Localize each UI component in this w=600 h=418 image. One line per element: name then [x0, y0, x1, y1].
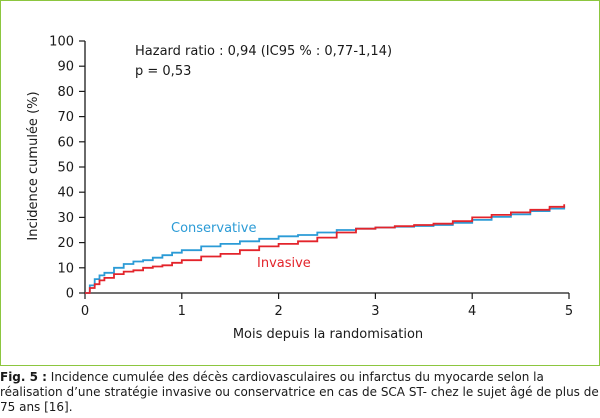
y-tick-label: 100: [49, 35, 74, 50]
ticks: 0 10 20 30 40 50 60 70 80 90 100 0 1 2 3 4 5: [49, 35, 573, 320]
series-line-invasive: [85, 204, 566, 294]
series-label-invasive: Invasive: [257, 256, 311, 271]
y-axis-label: Incidence cumulée (%): [26, 91, 41, 240]
hazard-ratio-annotation: Hazard ratio : 0,94 (IC95 % : 0,77-1,14): [135, 44, 392, 59]
caption-text: Incidence cumulée des décès cardiovascul…: [0, 370, 599, 414]
y-tick-label: 50: [57, 161, 74, 176]
series-lines: [85, 204, 566, 294]
y-tick-label: 40: [57, 186, 74, 201]
y-tick-label: 30: [57, 211, 74, 226]
x-tick-label: 2: [274, 304, 282, 319]
x-axis-label: Mois depuis la randomisation: [233, 327, 423, 342]
y-tick-label: 90: [57, 60, 74, 75]
x-tick-label: 4: [468, 304, 476, 319]
p-value-annotation: p = 0,53: [135, 64, 191, 79]
y-tick-label: 70: [57, 110, 74, 125]
figure-panel: 0 10 20 30 40 50 60 70 80 90 100 0 1 2 3 4 5 Incidence c…: [0, 0, 600, 366]
kaplan-meier-chart: 0 10 20 30 40 50 60 70 80 90 100 0 1 2 3 4 5 Incidence c…: [26, 35, 573, 343]
series-label-conservative: Conservative: [171, 221, 256, 236]
series-line-conservative: [85, 206, 566, 294]
x-tick-label: 5: [565, 304, 573, 319]
x-tick-label: 0: [81, 304, 89, 319]
y-tick-label: 80: [57, 85, 74, 100]
figure-caption: Fig. 5 : Incidence cumulée des décès car…: [0, 370, 600, 415]
y-tick-label: 20: [57, 236, 74, 251]
x-tick-label: 3: [371, 304, 379, 319]
x-tick-label: 1: [178, 304, 186, 319]
y-tick-label: 10: [57, 261, 74, 276]
caption-lead: Fig. 5 :: [0, 370, 47, 384]
y-tick-label: 60: [57, 135, 74, 150]
y-tick-label: 0: [66, 287, 74, 302]
